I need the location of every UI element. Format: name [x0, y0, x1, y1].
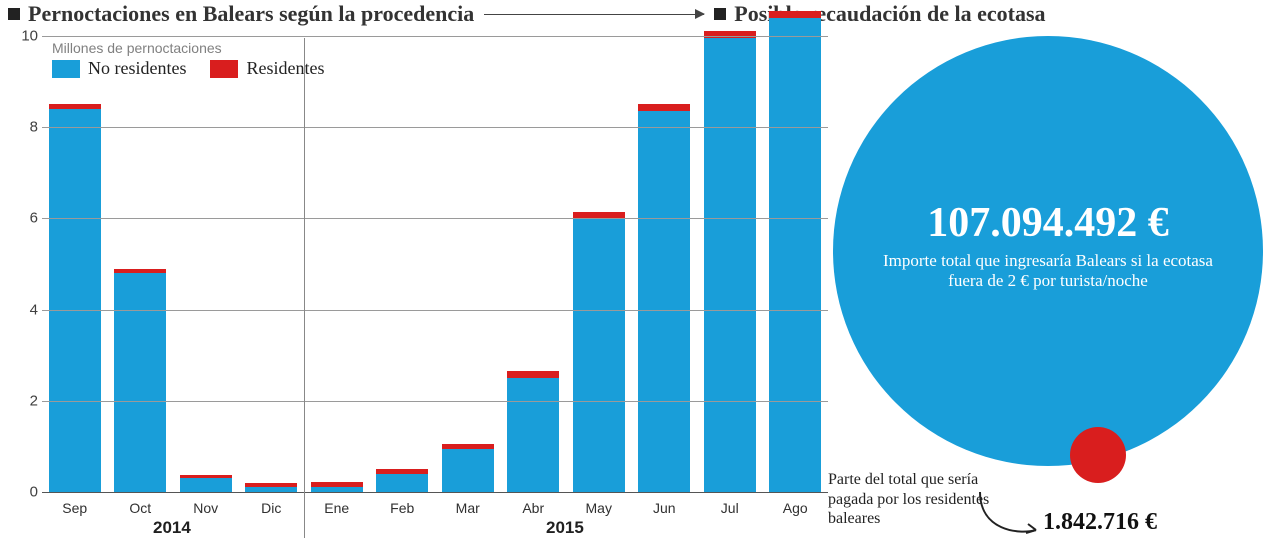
bars-container: SepOctNovDicEneFebMarAbrMayJunJulAgo: [42, 36, 828, 492]
y-tick-label: 4: [14, 301, 38, 318]
y-tick-label: 10: [14, 28, 38, 45]
total-revenue-subtitle: Importe total que ingresaría Balears si …: [876, 251, 1220, 291]
year-separator: [304, 38, 305, 538]
bar-segment-residentes: [638, 104, 690, 111]
gridline: [42, 218, 828, 219]
left-title: Pernoctaciones en Balears según la proce…: [28, 1, 474, 27]
total-revenue-circle: 107.094.492 € Importe total que ingresar…: [833, 36, 1263, 466]
bar-slot: Feb: [370, 36, 435, 492]
bar-chart: Millones de pernoctaciones No residentes…: [8, 28, 828, 548]
page-root: Pernoctaciones en Balears según la proce…: [0, 0, 1280, 548]
stacked-bar: [769, 36, 821, 492]
content-row: Millones de pernoctaciones No residentes…: [8, 28, 1272, 548]
x-tick-label: May: [566, 500, 631, 516]
plot-area: SepOctNovDicEneFebMarAbrMayJunJulAgo 024…: [42, 36, 828, 492]
stacked-bar: [245, 36, 297, 492]
bar-slot: Ago: [763, 36, 828, 492]
total-revenue-value: 107.094.492 €: [833, 199, 1263, 247]
bar-segment-residentes: [442, 444, 494, 449]
bar-slot: Jul: [697, 36, 762, 492]
year-label: 2014: [153, 518, 191, 538]
gridline: [42, 401, 828, 402]
stacked-bar: [442, 36, 494, 492]
bar-slot: May: [566, 36, 631, 492]
square-bullet-icon: [8, 8, 20, 20]
residents-share-value: 1.842.716 €: [1043, 509, 1157, 536]
stacked-bar: [114, 36, 166, 492]
bar-segment-no_residentes: [704, 38, 756, 492]
bar-segment-no_residentes: [49, 109, 101, 492]
bar-segment-residentes: [507, 371, 559, 378]
year-labels: 2014 2015: [42, 518, 828, 542]
bar-segment-residentes: [114, 269, 166, 274]
gridline: [42, 310, 828, 311]
bar-segment-residentes: [49, 104, 101, 109]
bar-segment-residentes: [245, 483, 297, 487]
bar-segment-residentes: [704, 31, 756, 38]
baseline: [42, 492, 828, 493]
x-tick-label: Oct: [107, 500, 172, 516]
stacked-bar: [573, 36, 625, 492]
bar-slot: Dic: [239, 36, 304, 492]
bar-segment-no_residentes: [376, 474, 428, 492]
x-tick-label: Jul: [697, 500, 762, 516]
residents-share-circle: [1070, 427, 1126, 483]
gridline: [42, 127, 828, 128]
x-tick-label: Jun: [632, 500, 697, 516]
bar-segment-no_residentes: [442, 449, 494, 492]
bar-segment-no_residentes: [180, 478, 232, 492]
bar-slot: Ene: [304, 36, 369, 492]
bar-segment-residentes: [573, 212, 625, 219]
curved-arrow-icon: [978, 490, 1048, 540]
bar-slot: Jun: [632, 36, 697, 492]
bar-segment-no_residentes: [507, 378, 559, 492]
y-tick-label: 8: [14, 119, 38, 136]
stacked-bar: [507, 36, 559, 492]
bar-segment-residentes: [311, 482, 363, 487]
bar-segment-residentes: [769, 11, 821, 18]
x-tick-label: Dic: [239, 500, 304, 516]
stacked-bar: [638, 36, 690, 492]
ecotasa-panel: 107.094.492 € Importe total que ingresar…: [828, 28, 1272, 548]
x-tick-label: Abr: [501, 500, 566, 516]
bar-slot: Abr: [501, 36, 566, 492]
bar-slot: Mar: [435, 36, 500, 492]
bar-segment-residentes: [180, 475, 232, 479]
y-tick-label: 2: [14, 392, 38, 409]
bar-slot: Sep: [42, 36, 107, 492]
stacked-bar: [49, 36, 101, 492]
square-bullet-icon: [714, 8, 726, 20]
x-tick-label: Sep: [42, 500, 107, 516]
bar-slot: Oct: [107, 36, 172, 492]
bar-segment-no_residentes: [638, 111, 690, 492]
bar-segment-no_residentes: [114, 273, 166, 492]
arrow-line: [484, 14, 704, 15]
y-tick-label: 0: [14, 484, 38, 501]
gridline: [42, 36, 828, 37]
y-tick-label: 6: [14, 210, 38, 227]
arrow-right-icon: [695, 9, 705, 19]
residents-share-caption: Parte del total que sería pagada por los…: [828, 470, 998, 528]
titles-row: Pernoctaciones en Balears según la proce…: [8, 0, 1272, 28]
stacked-bar: [704, 36, 756, 492]
left-title-group: Pernoctaciones en Balears según la proce…: [8, 1, 474, 27]
x-tick-label: Ene: [304, 500, 369, 516]
x-tick-label: Mar: [435, 500, 500, 516]
x-tick-label: Ago: [763, 500, 828, 516]
bar-segment-no_residentes: [769, 18, 821, 492]
bar-slot: Nov: [173, 36, 238, 492]
stacked-bar: [311, 36, 363, 492]
right-title-group: Posible recaudación de la ecotasa: [714, 1, 1045, 27]
bar-segment-no_residentes: [573, 218, 625, 492]
stacked-bar: [376, 36, 428, 492]
bar-segment-residentes: [376, 469, 428, 474]
year-label: 2015: [546, 518, 584, 538]
x-tick-label: Feb: [370, 500, 435, 516]
x-tick-label: Nov: [173, 500, 238, 516]
stacked-bar: [180, 36, 232, 492]
